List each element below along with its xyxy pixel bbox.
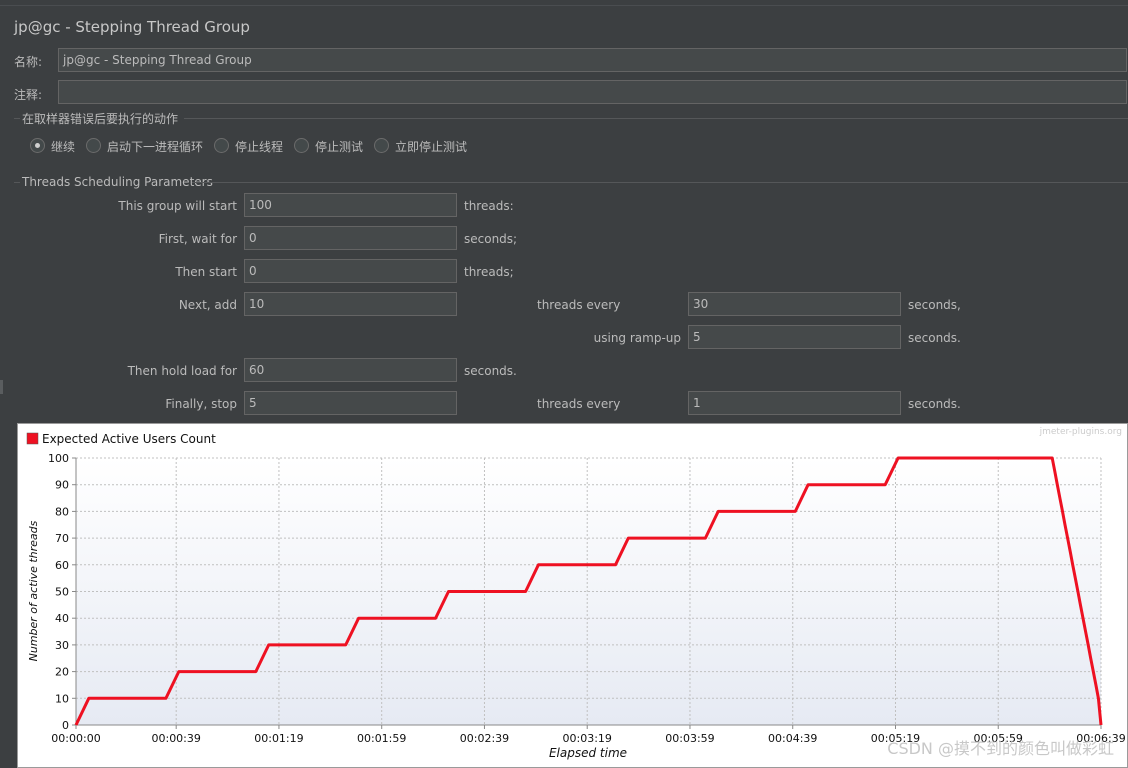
y-axis-title: Number of active threads — [27, 520, 40, 661]
name-field[interactable]: jp@gc - Stepping Thread Group — [58, 48, 1127, 72]
hold-field[interactable]: 60 — [244, 358, 457, 382]
next-add-every-field[interactable]: 30 — [688, 292, 901, 316]
start-threads-field[interactable]: 100 — [244, 193, 457, 217]
next-add-field[interactable]: 10 — [244, 292, 457, 316]
x-tick-label: 00:00:00 — [51, 732, 100, 745]
radio-label-stop-thread: 停止线程 — [235, 140, 284, 154]
y-tick-label: 80 — [55, 505, 69, 518]
legend-swatch — [26, 432, 39, 445]
next-add-mid-label: threads every — [537, 298, 621, 312]
y-tick-label: 60 — [55, 559, 69, 572]
splitter-handle[interactable] — [0, 380, 3, 394]
hold-unit: seconds. — [464, 364, 517, 378]
name-label: 名称: — [14, 55, 43, 69]
y-tick-label: 100 — [48, 452, 69, 465]
stop-every-field[interactable]: 1 — [688, 391, 901, 415]
x-axis-title: Elapsed time — [549, 746, 627, 760]
next-add-unit: seconds, — [908, 298, 961, 312]
x-tick-label: 00:01:59 — [357, 732, 406, 745]
rampup-label: using ramp-up — [593, 331, 681, 345]
section-border — [192, 182, 1128, 183]
error-action-heading: 在取样器错误后要执行的动作 — [22, 112, 179, 126]
radio-stop-thread[interactable] — [214, 138, 229, 153]
stop-mid-label: threads every — [537, 397, 621, 411]
x-tick-label: 00:05:59 — [974, 732, 1023, 745]
comment-label: 注释: — [14, 88, 43, 102]
section-border — [14, 182, 20, 183]
y-tick-label: 70 — [55, 532, 69, 545]
next-add-label: Next, add — [178, 298, 237, 312]
x-tick-label: 00:02:39 — [460, 732, 509, 745]
hold-label: Then hold load for — [127, 364, 237, 378]
then-start-unit: threads; — [464, 265, 514, 279]
rampup-field[interactable]: 5 — [688, 325, 901, 349]
x-tick-label: 00:00:39 — [151, 732, 200, 745]
y-tick-label: 90 — [55, 479, 69, 492]
wait-field[interactable]: 0 — [244, 226, 457, 250]
start-label: This group will start — [118, 199, 237, 213]
stop-label: Finally, stop — [165, 397, 237, 411]
csdn-watermark: CSDN @摸不到的颜色叫做彩虹 — [887, 739, 1114, 758]
comment-field[interactable] — [58, 80, 1127, 104]
y-tick-label: 50 — [55, 586, 69, 599]
params-heading: Threads Scheduling Parameters — [22, 175, 213, 189]
panel-title: jp@gc - Stepping Thread Group — [14, 18, 250, 36]
wait-unit: seconds; — [464, 232, 518, 246]
x-tick-label: 00:03:19 — [563, 732, 612, 745]
x-tick-label: 00:01:19 — [254, 732, 303, 745]
start-unit: threads: — [464, 199, 514, 213]
stop-unit: seconds. — [908, 397, 961, 411]
series-line — [74, 456, 1103, 726]
y-tick-label: 20 — [55, 666, 69, 679]
chart-panel: 0 10 20 30 40 50 60 70 80 90 100 00:00:00 00:00:39 0… — [17, 423, 1128, 768]
x-tick-label: 00:06:39 — [1076, 732, 1125, 745]
radio-label-stop-test: 停止测试 — [315, 140, 364, 154]
chart-watermark: jmeter-plugins.org — [1039, 427, 1122, 437]
x-tick-label: 00:03:59 — [665, 732, 714, 745]
y-tick-label: 40 — [55, 612, 69, 625]
stop-field[interactable]: 5 — [244, 391, 457, 415]
top-tab-strip — [0, 0, 1128, 6]
radio-label-start-next-loop: 启动下一进程循环 — [107, 140, 204, 154]
y-tick-label: 30 — [55, 639, 69, 652]
y-tick-label: 0 — [62, 719, 69, 732]
then-start-label: Then start — [175, 265, 237, 279]
radio-label-stop-test-now: 立即停止测试 — [395, 140, 468, 154]
section-border — [184, 118, 1128, 119]
radio-label-continue: 继续 — [51, 140, 76, 154]
legend-label: Expected Active Users Count — [42, 432, 216, 446]
y-tick-label: 10 — [55, 692, 69, 705]
active-threads-chart: 0 10 20 30 40 50 60 70 80 90 100 00:00:00 00:00:39 0… — [26, 427, 1126, 760]
wait-label: First, wait for — [158, 232, 237, 246]
rampup-unit: seconds. — [908, 331, 961, 345]
x-tick-label: 00:05:19 — [871, 732, 920, 745]
radio-start-next-loop[interactable] — [86, 138, 101, 153]
x-tick-label: 00:04:39 — [768, 732, 817, 745]
radio-stop-test-now[interactable] — [374, 138, 389, 153]
then-start-field[interactable]: 0 — [244, 259, 457, 283]
radio-stop-test[interactable] — [294, 138, 309, 153]
section-border — [14, 118, 20, 119]
radio-continue[interactable] — [30, 138, 45, 153]
